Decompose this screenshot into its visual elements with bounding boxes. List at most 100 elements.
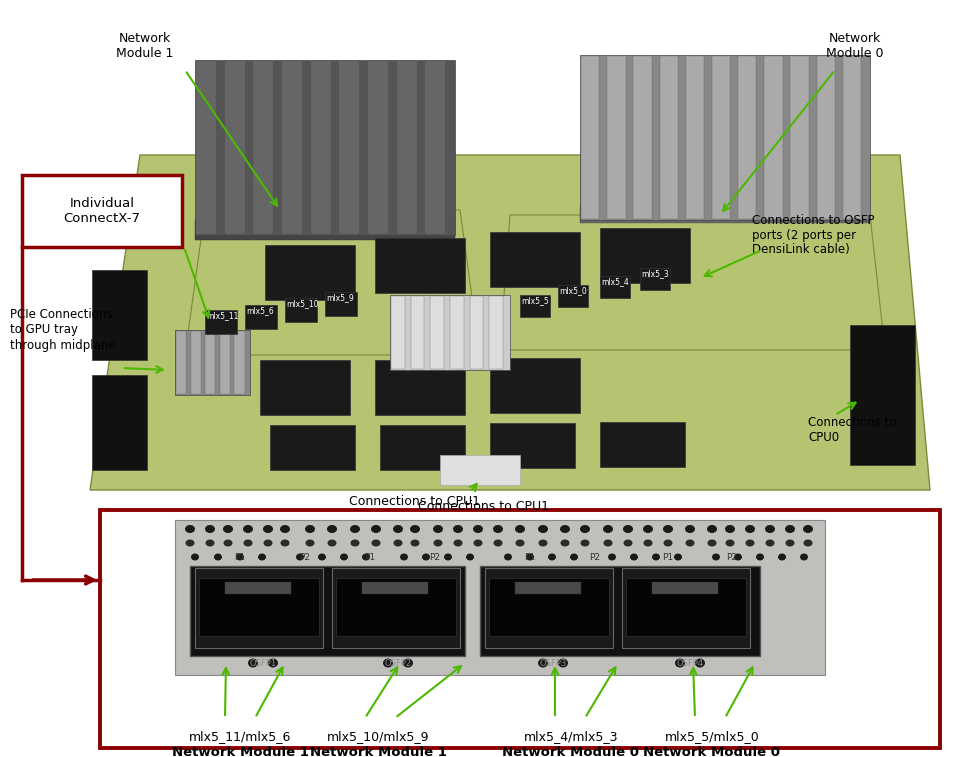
Ellipse shape [734, 553, 742, 560]
FancyBboxPatch shape [600, 228, 690, 283]
Ellipse shape [785, 525, 795, 533]
Ellipse shape [214, 553, 222, 560]
Ellipse shape [422, 553, 430, 560]
FancyBboxPatch shape [520, 295, 550, 317]
FancyBboxPatch shape [22, 175, 182, 247]
Ellipse shape [745, 540, 755, 547]
Ellipse shape [707, 525, 717, 533]
Text: Individual
ConnectX-7: Individual ConnectX-7 [64, 197, 141, 225]
FancyBboxPatch shape [220, 331, 230, 394]
Text: Network Module 1: Network Module 1 [172, 746, 308, 757]
Ellipse shape [371, 540, 381, 547]
Ellipse shape [608, 553, 616, 560]
Ellipse shape [410, 525, 420, 533]
FancyBboxPatch shape [652, 582, 718, 594]
FancyBboxPatch shape [843, 56, 861, 219]
Ellipse shape [803, 525, 813, 533]
Ellipse shape [243, 540, 253, 547]
FancyBboxPatch shape [375, 360, 465, 415]
FancyBboxPatch shape [396, 61, 417, 234]
Ellipse shape [516, 540, 524, 547]
Ellipse shape [453, 540, 462, 547]
Ellipse shape [623, 525, 633, 533]
FancyBboxPatch shape [622, 568, 750, 648]
Ellipse shape [433, 540, 443, 547]
Ellipse shape [185, 525, 195, 533]
FancyBboxPatch shape [205, 331, 215, 394]
FancyBboxPatch shape [175, 520, 825, 675]
FancyBboxPatch shape [850, 325, 915, 465]
Ellipse shape [643, 525, 653, 533]
Ellipse shape [318, 553, 326, 560]
FancyBboxPatch shape [225, 582, 291, 594]
FancyBboxPatch shape [489, 296, 503, 369]
Ellipse shape [664, 540, 672, 547]
Text: OSFP2: OSFP2 [385, 659, 412, 668]
Ellipse shape [548, 553, 556, 560]
FancyBboxPatch shape [470, 296, 484, 369]
Ellipse shape [296, 553, 304, 560]
Ellipse shape [393, 525, 403, 533]
Text: PCIe Connections
to GPU tray
through midplane: PCIe Connections to GPU tray through mid… [10, 309, 115, 351]
FancyBboxPatch shape [332, 568, 460, 648]
Text: mlx5_4: mlx5_4 [601, 277, 629, 286]
FancyBboxPatch shape [485, 568, 613, 648]
FancyBboxPatch shape [270, 425, 355, 470]
Ellipse shape [305, 540, 315, 547]
Text: P1: P1 [364, 553, 376, 562]
Text: P2: P2 [429, 553, 441, 562]
Ellipse shape [652, 553, 660, 560]
Ellipse shape [350, 525, 360, 533]
Ellipse shape [474, 540, 483, 547]
Ellipse shape [466, 553, 474, 560]
Text: OSFP1: OSFP1 [249, 659, 276, 668]
Text: Connections to OSFP
ports (2 ports per
DensiLink cable): Connections to OSFP ports (2 ports per D… [752, 213, 874, 257]
Text: mlx5_3: mlx5_3 [641, 269, 669, 278]
FancyBboxPatch shape [380, 425, 465, 470]
Ellipse shape [643, 540, 652, 547]
FancyBboxPatch shape [100, 510, 940, 748]
Text: mlx5_5/mlx5_0: mlx5_5/mlx5_0 [665, 730, 760, 743]
Ellipse shape [558, 659, 568, 668]
FancyBboxPatch shape [765, 56, 783, 219]
FancyBboxPatch shape [195, 568, 323, 648]
Ellipse shape [803, 540, 812, 547]
FancyBboxPatch shape [411, 296, 424, 369]
Ellipse shape [493, 525, 503, 533]
Text: P2: P2 [727, 553, 737, 562]
Ellipse shape [280, 540, 290, 547]
FancyBboxPatch shape [600, 422, 685, 467]
Ellipse shape [745, 525, 755, 533]
Ellipse shape [264, 540, 272, 547]
Ellipse shape [328, 540, 336, 547]
Ellipse shape [493, 540, 503, 547]
Text: mlx5_9: mlx5_9 [326, 293, 354, 302]
Ellipse shape [205, 525, 215, 533]
FancyBboxPatch shape [817, 56, 835, 219]
Ellipse shape [603, 525, 613, 533]
Text: mlx5_10/mlx5_9: mlx5_10/mlx5_9 [327, 730, 429, 743]
Text: Network
Module 0: Network Module 0 [827, 32, 884, 60]
FancyBboxPatch shape [362, 582, 428, 594]
FancyBboxPatch shape [440, 455, 520, 485]
Ellipse shape [604, 540, 612, 547]
Ellipse shape [327, 525, 337, 533]
FancyBboxPatch shape [199, 578, 319, 636]
Ellipse shape [400, 553, 408, 560]
FancyBboxPatch shape [339, 61, 359, 234]
Ellipse shape [800, 553, 808, 560]
FancyBboxPatch shape [580, 205, 870, 223]
Ellipse shape [685, 525, 695, 533]
FancyBboxPatch shape [640, 268, 670, 290]
Ellipse shape [539, 540, 547, 547]
FancyBboxPatch shape [686, 56, 704, 219]
Ellipse shape [236, 553, 244, 560]
FancyBboxPatch shape [282, 61, 302, 234]
FancyBboxPatch shape [196, 61, 216, 234]
Ellipse shape [383, 659, 393, 668]
Text: Network
Module 1: Network Module 1 [116, 32, 173, 60]
Ellipse shape [224, 540, 233, 547]
Ellipse shape [185, 540, 195, 547]
Ellipse shape [258, 553, 266, 560]
Ellipse shape [205, 540, 214, 547]
